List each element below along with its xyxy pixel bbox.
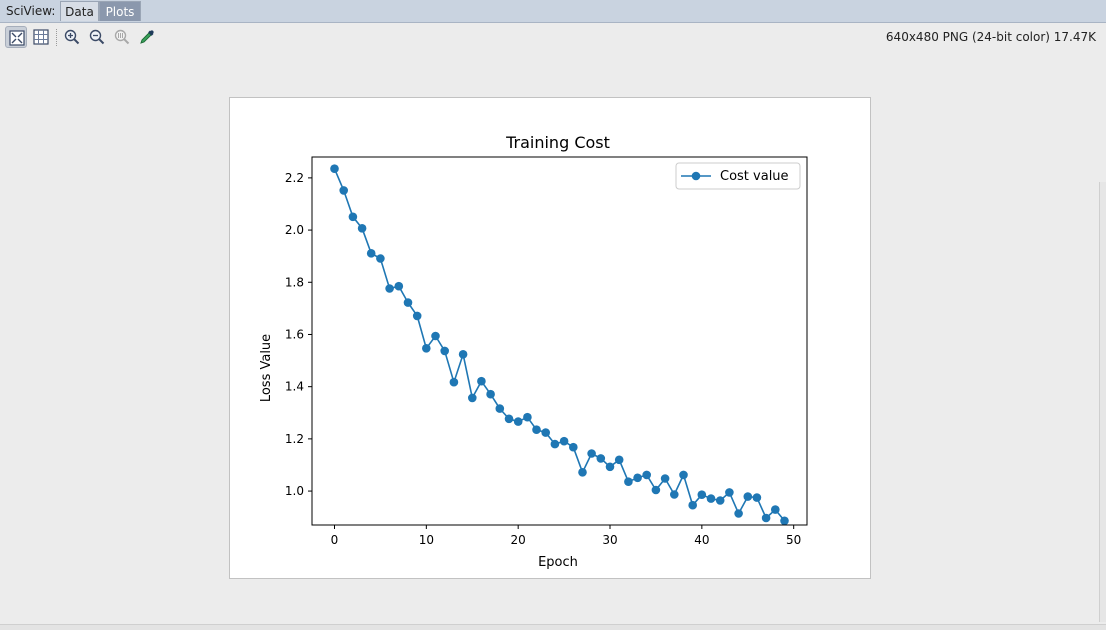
data-point (734, 509, 743, 518)
data-point (523, 412, 532, 422)
series-line (333, 168, 786, 522)
data-point (706, 494, 716, 503)
data-point (532, 425, 541, 435)
data-point (486, 389, 495, 399)
data-point (394, 281, 404, 291)
data-point (550, 439, 560, 449)
legend: Cost value (675, 162, 801, 190)
data-point (761, 513, 771, 523)
tab-plots[interactable]: Plots (99, 1, 141, 21)
data-point (559, 436, 569, 446)
data-point (376, 254, 385, 263)
data-point (422, 344, 431, 353)
zoom-to-fit-button[interactable] (5, 26, 27, 48)
zoom-reset-icon (114, 29, 130, 45)
data-point (385, 284, 394, 293)
y-tick-label: 1.6 (285, 327, 304, 341)
zoom-out-button[interactable] (86, 26, 108, 48)
data-point (513, 417, 523, 426)
series-cost-value (330, 164, 789, 526)
data-point (339, 186, 348, 195)
axis-ticks: 0 10 20 30 40 50 1.0 1.2 1.4 1.6 1.8 2.0 2.2 (285, 171, 801, 547)
data-point (660, 474, 670, 483)
eyedropper-icon (140, 30, 154, 44)
x-axis-label: Epoch (538, 555, 578, 570)
x-tick-label: 30 (602, 533, 617, 547)
y-tick-label: 1.2 (285, 432, 304, 446)
data-point (458, 350, 468, 359)
data-point (357, 224, 367, 233)
data-point (541, 428, 550, 437)
data-point (330, 164, 339, 173)
data-point (752, 493, 762, 502)
y-axis-label: Loss Value (259, 334, 274, 402)
zoom-in-button[interactable] (61, 26, 83, 48)
training-cost-chart: Training Cost Epoch Loss Value 0 10 20 30 40… (259, 133, 808, 570)
data-point (771, 505, 780, 514)
image-info-text: 640x480 PNG (24-bit color) 17.47K (885, 30, 1096, 44)
data-point (624, 477, 633, 487)
data-point (477, 376, 486, 386)
data-point (642, 470, 651, 480)
data-point (569, 442, 578, 452)
axes-frame (311, 156, 808, 526)
data-point (504, 414, 514, 424)
data-point (403, 298, 413, 307)
data-point (725, 488, 734, 497)
zoom-reset-button[interactable] (111, 26, 133, 48)
y-tick-label: 2.0 (285, 223, 304, 237)
color-picker-button[interactable] (136, 26, 158, 48)
data-point (587, 449, 596, 458)
x-tick-label: 0 (331, 533, 339, 547)
tab-bar: SciView: Data Plots (0, 0, 1106, 23)
x-tick-label: 50 (786, 533, 801, 547)
data-point (366, 249, 376, 258)
x-tick-label: 10 (419, 533, 434, 547)
fit-icon (9, 30, 25, 46)
data-point (449, 377, 459, 387)
data-point (679, 470, 688, 480)
zoom-out-icon (89, 29, 105, 45)
data-point (614, 455, 624, 465)
legend-marker (691, 171, 701, 181)
data-point (651, 485, 661, 495)
legend-box (675, 162, 801, 190)
data-point (670, 490, 679, 499)
data-point (743, 492, 753, 501)
data-point (605, 462, 615, 472)
legend-label: Cost value (720, 169, 789, 184)
data-point (715, 496, 725, 505)
x-tick-label: 20 (511, 533, 526, 547)
data-point (688, 500, 697, 510)
vertical-scrollbar[interactable] (1099, 182, 1106, 622)
chart-title: Training Cost (505, 133, 610, 152)
grid-icon (33, 29, 49, 45)
y-tick-label: 1.8 (285, 275, 304, 289)
panel-label: SciView: (6, 4, 56, 18)
y-tick-label: 1.4 (285, 380, 304, 394)
data-point (780, 516, 789, 526)
plot-toolbar: 640x480 PNG (24-bit color) 17.47K (0, 23, 1106, 50)
x-tick-label: 40 (694, 533, 709, 547)
data-point (633, 473, 642, 483)
data-point (578, 468, 587, 477)
data-point (412, 311, 422, 321)
y-tick-label: 1.0 (285, 484, 304, 498)
data-point (468, 393, 477, 403)
toolbar-separator (56, 29, 57, 46)
data-point (440, 346, 449, 356)
data-point (495, 404, 505, 413)
tab-data[interactable]: Data (60, 1, 99, 21)
data-point (596, 454, 606, 463)
zoom-in-icon (64, 29, 80, 45)
actual-size-button[interactable] (30, 26, 52, 48)
data-point (348, 212, 358, 222)
bottom-status-strip (0, 624, 1106, 630)
plot-image: Training Cost Epoch Loss Value 0 10 20 30 40… (229, 97, 871, 579)
data-point (697, 490, 707, 500)
y-tick-label: 2.2 (285, 171, 304, 185)
data-point (431, 331, 440, 341)
